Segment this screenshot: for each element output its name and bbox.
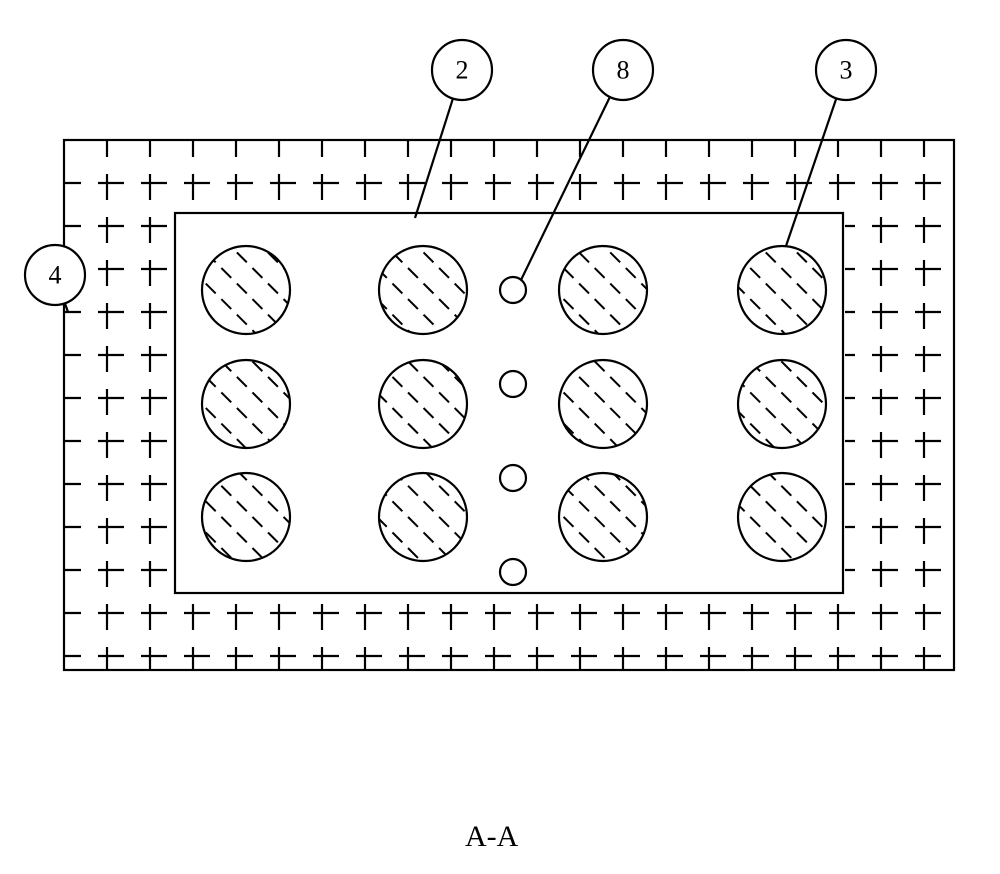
callout-2: 2 — [415, 40, 492, 218]
section-label: A-A — [465, 820, 518, 854]
diagram-canvas: 2 8 3 4 A-A — [0, 0, 1000, 874]
svg-text:8: 8 — [617, 56, 630, 85]
svg-text:4: 4 — [49, 261, 62, 290]
callout-4: 4 — [25, 245, 85, 312]
svg-text:3: 3 — [840, 56, 853, 85]
diagram-svg: 2 8 3 4 — [0, 0, 1000, 874]
svg-text:2: 2 — [456, 56, 469, 85]
